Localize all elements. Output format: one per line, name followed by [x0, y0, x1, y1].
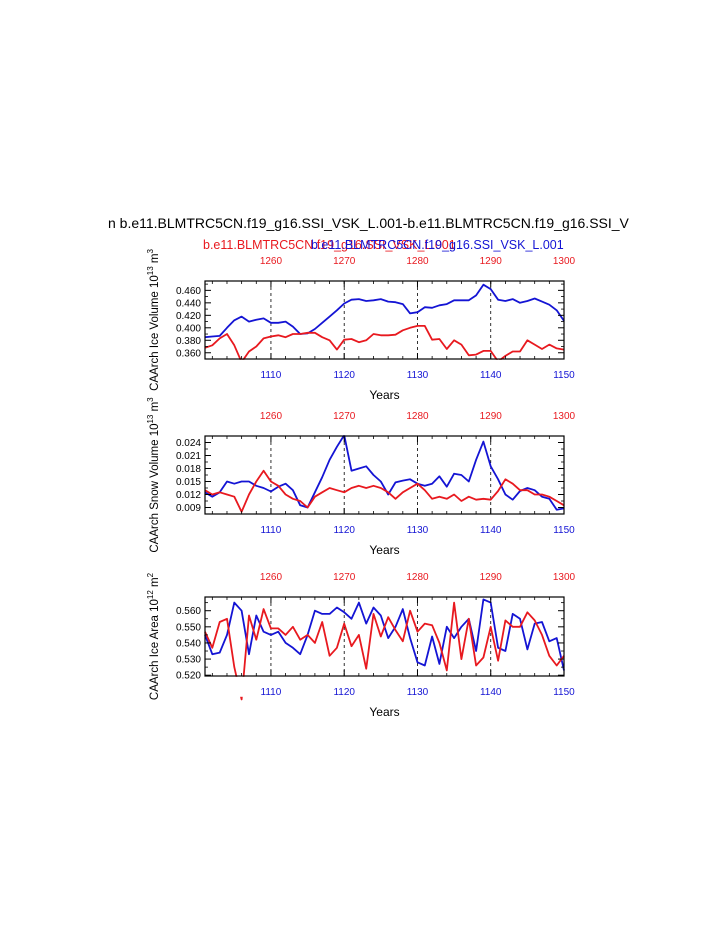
x-top-label-1260: 1260 — [260, 572, 283, 583]
x-bottom-label-1110: 1110 — [261, 687, 282, 698]
x-top-label-1280: 1280 — [406, 256, 429, 267]
clip-mask-bottom — [145, 514, 624, 535]
x-bottom-label-1150: 1150 — [553, 370, 575, 381]
x-bottom-label-1140: 1140 — [480, 370, 502, 381]
x-top-label-1280: 1280 — [406, 411, 429, 422]
x-bottom-label-1120: 1120 — [333, 525, 355, 536]
x-top-label-1280: 1280 — [406, 572, 429, 583]
x-bottom-label-1130: 1130 — [407, 370, 429, 381]
y-axis-label-superscript: 12 — [146, 590, 155, 599]
series-line-red — [204, 601, 565, 701]
x-top-label-1300: 1300 — [553, 256, 576, 267]
x-top-label-1260: 1260 — [260, 411, 283, 422]
x-bottom-label-1120: 1120 — [333, 370, 355, 381]
x-bottom-label-1130: 1130 — [407, 687, 429, 698]
chart-panel-1: 1110 1120 1130 1140 1150 1260 1270 1280 1290 1300… — [145, 249, 624, 402]
x-bottom-label-1130: 1130 — [407, 525, 429, 536]
x-bottom-label-1140: 1140 — [480, 687, 502, 698]
y-tick-label: 0.560 — [176, 606, 201, 617]
y-tick-label: 0.021 — [176, 451, 201, 462]
x-bottom-label-1110: 1110 — [261, 525, 282, 536]
y-axis-label-superscript: 13 — [146, 414, 155, 423]
plot-frame — [204, 280, 565, 360]
y-tick-label: 0.440 — [176, 298, 201, 309]
clip-mask-top — [145, 261, 624, 281]
series-line-blue — [204, 598, 565, 671]
x-top-label-1270: 1270 — [333, 256, 356, 267]
x-top-label-1270: 1270 — [333, 411, 356, 422]
clip-mask-top — [145, 416, 624, 436]
y-axis-label-part: m — [149, 577, 161, 590]
chart-panel-2: 1110 1120 1130 1140 1150 1260 1270 1280 1290 1300… — [145, 397, 624, 557]
x-axis-label: Years — [369, 388, 399, 402]
series-line-blue — [204, 434, 565, 511]
x-axis-label: Years — [369, 705, 399, 719]
y-tick-label: 0.540 — [176, 638, 201, 649]
clip-mask-bottom — [145, 359, 624, 380]
y-axis-label: CAArch Ice Volume 1013 m3 — [146, 249, 161, 391]
x-top-label-1290: 1290 — [480, 411, 503, 422]
y-axis-label-part: CAArch Ice Area 10 — [149, 599, 161, 700]
main-title: n b.e11.BLMTRC5CN.f19_g16.SSI_VSK_L.001-… — [108, 215, 630, 231]
y-tick-label: 0.460 — [176, 286, 201, 297]
x-bottom-label-1140: 1140 — [480, 525, 502, 536]
x-axis-label: Years — [369, 543, 399, 557]
x-bottom-label-1150: 1150 — [553, 525, 575, 536]
y-axis-label-superscript: 13 — [146, 266, 155, 275]
y-tick-label: 0.015 — [176, 477, 201, 488]
plot-frame — [204, 596, 565, 677]
x-bottom-label-1150: 1150 — [553, 687, 575, 698]
y-axis-label-superscript: 3 — [146, 397, 155, 402]
y-tick-label: 0.012 — [176, 490, 201, 501]
y-tick-label: 0.018 — [176, 464, 201, 475]
y-tick-label: 0.009 — [176, 503, 201, 514]
y-axis-label-superscript: 2 — [146, 572, 155, 577]
y-tick-label: 0.550 — [176, 622, 201, 633]
x-top-label-1300: 1300 — [553, 411, 576, 422]
y-axis-label-part: CAArch Ice Volume 10 — [149, 275, 161, 391]
case-label-red: b.e11.BLMTRC5CN.f19_g16.SSI_VSK_L.001 — [203, 238, 456, 252]
x-top-label-1300: 1300 — [553, 572, 576, 583]
y-tick-label: 0.520 — [176, 671, 201, 682]
x-bottom-label-1120: 1120 — [333, 687, 355, 698]
clip-mask-top — [145, 577, 624, 597]
x-top-label-1290: 1290 — [480, 256, 503, 267]
y-tick-label: 0.400 — [176, 323, 201, 334]
plot-frame — [204, 435, 565, 515]
y-tick-label: 0.024 — [176, 438, 201, 449]
y-tick-label: 0.420 — [176, 311, 201, 322]
y-axis-label-superscript: 3 — [146, 249, 155, 254]
y-axis-label-part: m — [149, 254, 161, 267]
x-top-label-1260: 1260 — [260, 256, 283, 267]
series-line-red — [204, 469, 565, 513]
x-top-label-1270: 1270 — [333, 572, 356, 583]
x-top-label-1290: 1290 — [480, 572, 503, 583]
y-axis-label-part: CAArch Snow Volume 10 — [149, 424, 161, 553]
chart-panel-3: 1110 1120 1130 1140 1150 1260 1270 1280 1290 1300… — [145, 572, 624, 719]
x-bottom-label-1110: 1110 — [261, 370, 282, 381]
y-tick-label: 0.530 — [176, 655, 201, 666]
panels-group: 1110 1120 1130 1140 1150 1260 1270 1280 1290 1300… — [145, 249, 624, 719]
clip-mask-bottom — [145, 676, 624, 697]
y-axis-label: CAArch Ice Area 1012 m2 — [146, 572, 161, 700]
case-label-blue: b.e11.BLMTRC5CN.f19_g16.SSI_VSK_L.001 — [311, 238, 564, 252]
y-tick-label: 0.360 — [176, 348, 201, 359]
y-tick-label: 0.380 — [176, 336, 201, 347]
series-line-blue — [204, 283, 565, 339]
series-line-red — [204, 324, 565, 364]
y-axis-label-part: m — [149, 402, 161, 415]
y-axis-label: CAArch Snow Volume 1013 m3 — [146, 397, 161, 553]
